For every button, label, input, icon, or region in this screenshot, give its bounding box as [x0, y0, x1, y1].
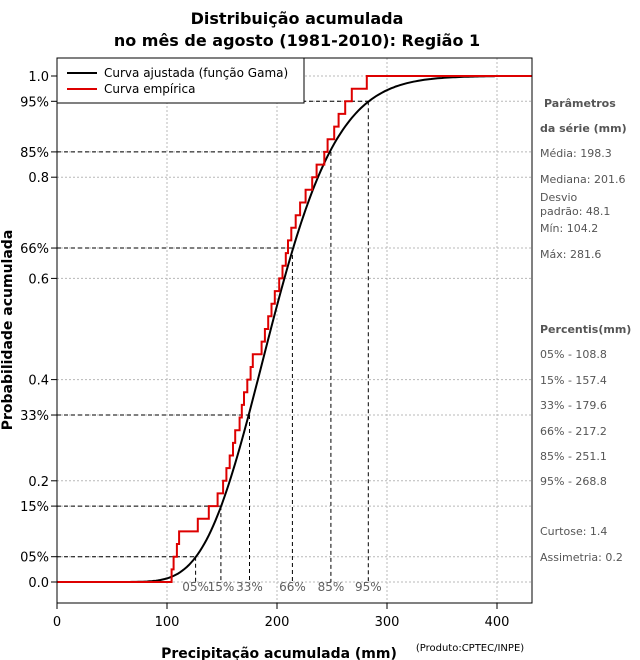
stats-panel: Parâmetros da série (mm) Média: 198.3 Me…: [540, 97, 631, 564]
x-tick-label: 400: [485, 615, 510, 630]
stats-desvio-1: Desvio: [540, 191, 578, 204]
stats-max: Máx: 281.6: [540, 248, 601, 261]
legend-label-fitted: Curva ajustada (função Gama): [104, 66, 288, 80]
x-tick-label: 100: [155, 615, 180, 630]
percentile-x-label: 33%: [236, 580, 263, 594]
chart-title: Distribuição acumulada: [191, 9, 404, 28]
percentile-x-label: 15%: [208, 580, 235, 594]
y-tick-label: 0.8: [28, 171, 49, 186]
stats-p66: 66% - 217.2: [540, 425, 607, 438]
y-tick-label: 0.4: [28, 374, 49, 389]
legend: Curva ajustada (função Gama) Curva empír…: [56, 57, 305, 104]
y-tick-label: 1.0: [28, 70, 49, 85]
percentile-x-label: 05%: [182, 580, 209, 594]
stats-params-title-1: Parâmetros: [544, 97, 616, 110]
series-group: [57, 75, 532, 583]
x-tick-label: 200: [265, 615, 290, 630]
stats-curtose: Curtose: 1.4: [540, 525, 607, 538]
empirical-step-curve: [57, 75, 532, 583]
y-tick-label: 95%: [20, 95, 49, 110]
stats-desvio-2: padrão: 48.1: [540, 205, 610, 218]
credit-label: (Produto:CPTEC/INPE): [416, 643, 524, 654]
stats-p05: 05% - 108.8: [540, 348, 607, 361]
y-tick-label: 66%: [20, 242, 49, 257]
stats-params-title-2: da série (mm): [540, 122, 627, 135]
percentile-x-label: 95%: [355, 580, 382, 594]
stats-min: Mín: 104.2: [540, 222, 598, 235]
x-tick-label: 300: [375, 615, 400, 630]
y-tick-label: 0.6: [28, 272, 49, 287]
y-axis: 0.0 05% 15% 0.2 33% 0.4 0.6 66% 0.8 85% 95% 1.0: [20, 70, 57, 591]
y-tick-label: 0.2: [28, 475, 49, 490]
y-axis-label: Probabilidade acumulada: [0, 230, 16, 431]
stats-p95: 95% - 268.8: [540, 475, 607, 488]
grid: [57, 58, 532, 603]
y-tick-label: 15%: [20, 500, 49, 515]
legend-box: [56, 57, 305, 104]
plot-frame: [56, 57, 533, 604]
stats-p15: 15% - 157.4: [540, 374, 607, 387]
stats-media: Média: 198.3: [540, 147, 612, 160]
x-axis: 0 100 200 300 400: [53, 603, 510, 630]
percentile-x-label: 85%: [318, 580, 345, 594]
stats-p85: 85% - 251.1: [540, 450, 607, 463]
y-tick-label: 33%: [20, 409, 49, 424]
percentile-x-label: 66%: [279, 580, 306, 594]
y-tick-label: 85%: [20, 146, 49, 161]
y-tick-label: 0.0: [28, 576, 49, 591]
stats-mediana: Mediana: 201.6: [540, 173, 625, 186]
percentile-guides: 05%15% 33% 66% 85% 95%: [57, 100, 382, 594]
x-axis-label: Precipitação acumulada (mm): [161, 646, 397, 660]
stats-p33: 33% - 179.6: [540, 399, 607, 412]
stats-percentis-title: Percentis(mm): [540, 323, 631, 336]
legend-label-empirical: Curva empírica: [104, 82, 195, 96]
y-tick-label: 05%: [20, 551, 49, 566]
stats-assimetria: Assimetria: 0.2: [540, 551, 623, 564]
x-tick-label: 0: [53, 615, 61, 630]
chart-subtitle: no mês de agosto (1981-2010): Região 1: [114, 31, 480, 50]
